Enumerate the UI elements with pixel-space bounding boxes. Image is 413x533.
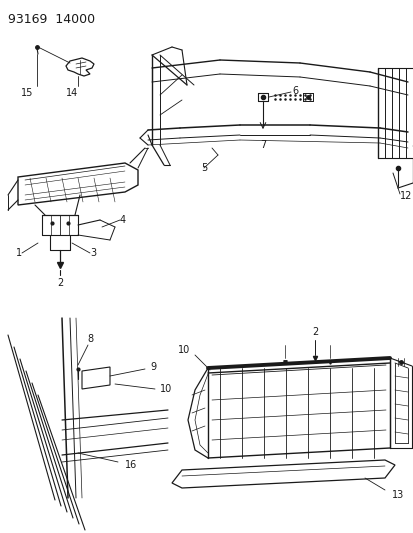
- Text: 14: 14: [66, 88, 78, 98]
- Text: 13: 13: [391, 490, 403, 500]
- Text: 10: 10: [159, 384, 172, 394]
- Text: 12: 12: [399, 191, 411, 201]
- Text: 2: 2: [311, 327, 317, 337]
- Text: 15: 15: [21, 88, 33, 98]
- Text: 4: 4: [120, 215, 126, 225]
- Text: 7: 7: [259, 140, 266, 150]
- Text: 5: 5: [200, 163, 206, 173]
- Text: 1: 1: [16, 248, 22, 258]
- Text: 93169  14000: 93169 14000: [8, 13, 95, 26]
- Text: 6: 6: [291, 86, 297, 96]
- Text: 10: 10: [177, 345, 190, 355]
- Text: 3: 3: [90, 248, 96, 258]
- Text: 16: 16: [125, 460, 137, 470]
- Text: 8: 8: [87, 334, 93, 344]
- Text: 9: 9: [150, 362, 156, 372]
- Text: 2: 2: [57, 278, 63, 288]
